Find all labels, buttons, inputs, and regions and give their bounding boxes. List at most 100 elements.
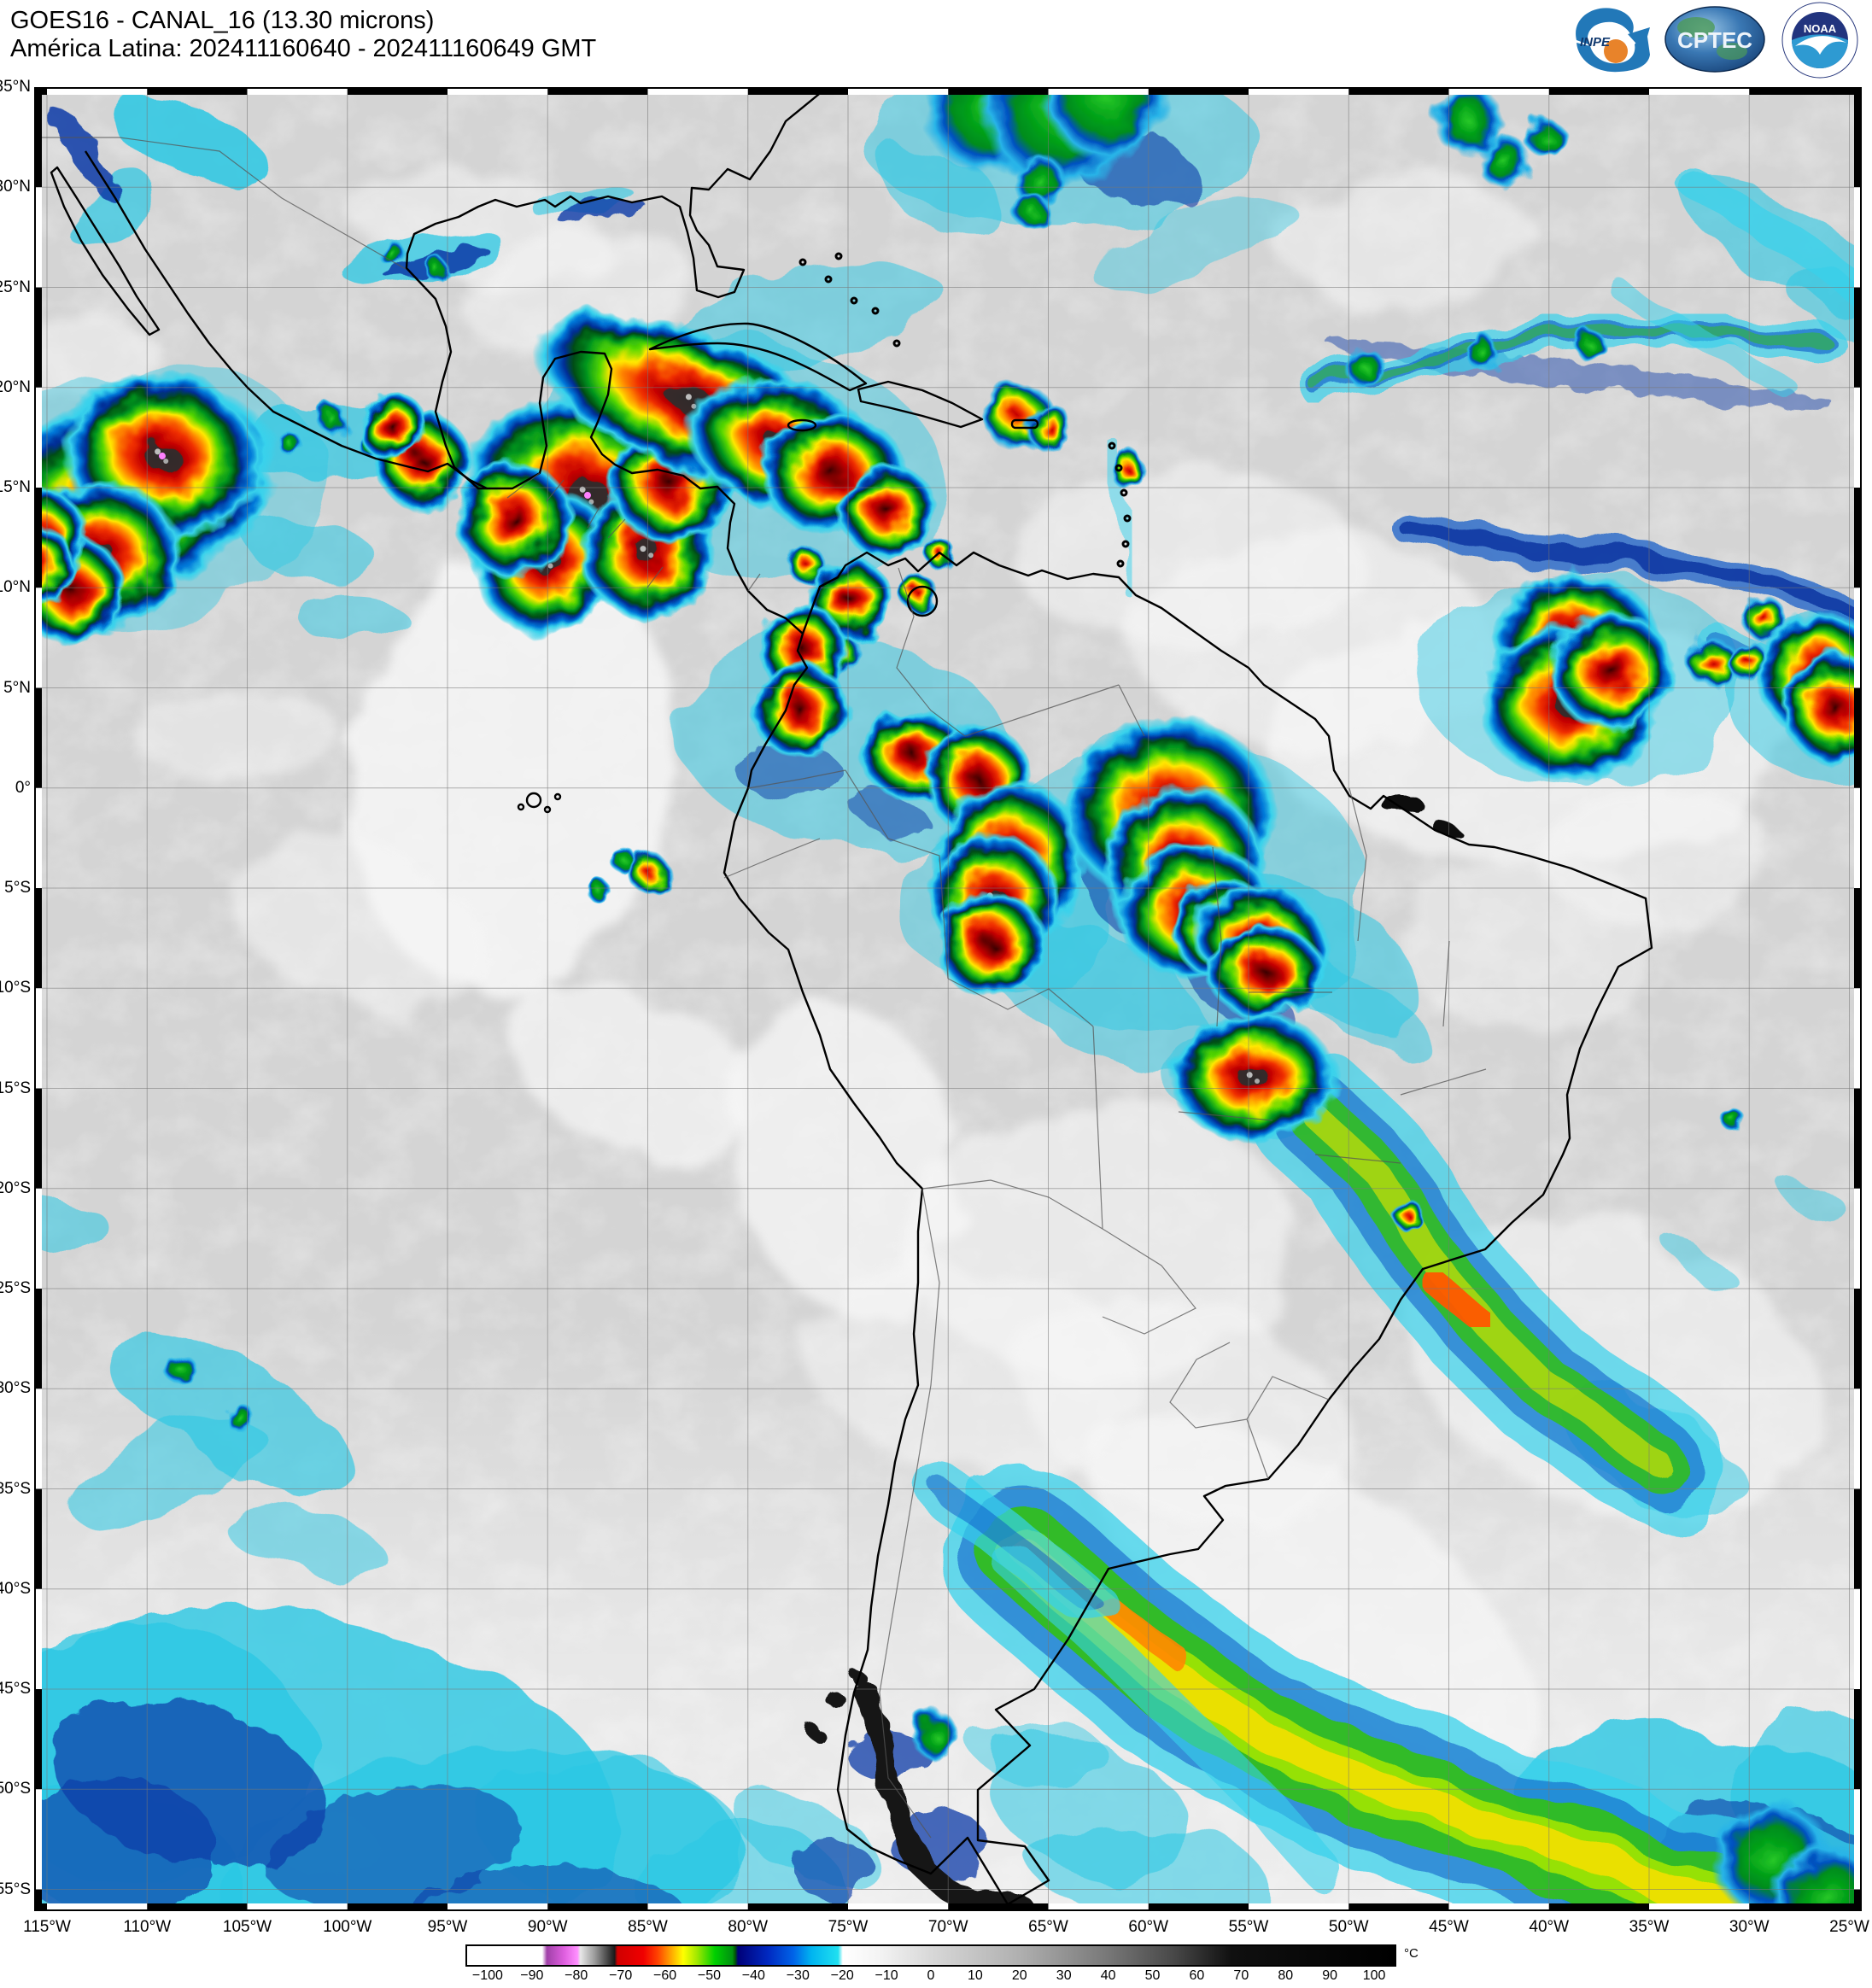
- lon-label: 45°W: [1429, 1918, 1469, 1936]
- core-speckle: [640, 546, 646, 553]
- navy-cloud: [793, 1838, 872, 1899]
- cyan-cloud: [59, 1418, 262, 1526]
- green-cell: [585, 877, 611, 903]
- storm-gradient: [1207, 923, 1325, 1020]
- lon-label: 65°W: [1028, 1918, 1068, 1936]
- lon-label: 60°W: [1128, 1918, 1169, 1936]
- cyan-cloud: [1784, 271, 1862, 351]
- storm-gradient: [357, 391, 429, 463]
- frame-tick: [347, 1903, 448, 1911]
- core-speckle: [1255, 1079, 1260, 1084]
- storm-gradient: [455, 460, 573, 578]
- lon-label: 115°W: [23, 1918, 71, 1936]
- coldest-top-speckle: [584, 492, 591, 499]
- frame-tick: [34, 1889, 42, 1911]
- white-cloud: [512, 984, 752, 1155]
- coldest-top-speckle: [159, 453, 166, 459]
- cyan-cloud: [980, 1720, 1103, 1788]
- frame-tick: [747, 1903, 848, 1911]
- frame-tick: [1854, 1088, 1862, 1189]
- lat-label: 0°: [15, 778, 31, 797]
- header: GOES16 - CANAL_16 (13.30 microns) Améric…: [10, 7, 596, 63]
- inpe-logo-text: INPE: [1580, 35, 1611, 50]
- lat-label: 15°N: [0, 478, 31, 496]
- green-cell: [1465, 336, 1501, 371]
- colorbar-tick-label: 60: [1189, 1968, 1205, 1983]
- frame-tick: [547, 1903, 648, 1911]
- navy-cloud: [847, 790, 933, 839]
- storm-cell: [357, 391, 429, 463]
- frame-tick: [34, 1689, 42, 1790]
- green-cell: [909, 1709, 958, 1758]
- green-cell: [318, 405, 348, 436]
- green-cell: [1012, 191, 1051, 231]
- green-cell: [1721, 1108, 1746, 1133]
- overshooting-top: [1238, 1067, 1269, 1089]
- colorbar-tick-label: 10: [967, 1968, 983, 1983]
- frame-tick: [1749, 87, 1850, 95]
- frame-tick: [1348, 1903, 1449, 1911]
- frame-tick: [747, 87, 848, 95]
- storm-cell: [34, 523, 77, 608]
- temperature-colorbar: [465, 1944, 1396, 1967]
- frame-tick: [1854, 87, 1862, 188]
- frame-tick: [1854, 687, 1862, 788]
- frame-tick: [948, 87, 1049, 95]
- cyan-cloud: [114, 102, 270, 188]
- core-speckle: [579, 486, 586, 493]
- frame-tick: [1148, 1903, 1249, 1911]
- frame-tick: [34, 1088, 42, 1189]
- cptec-logo: CPTEC: [1664, 6, 1765, 73]
- lat-label: 25°S: [0, 1279, 31, 1297]
- cyan-cloud: [299, 594, 405, 642]
- frame-tick: [1854, 1689, 1862, 1790]
- frame-tick: [147, 1903, 248, 1911]
- white-cloud: [727, 1003, 964, 1315]
- navy-cloud: [34, 1778, 217, 1911]
- frame-tick: [34, 287, 42, 388]
- frame-left: [34, 87, 42, 1911]
- storm-gradient: [752, 662, 850, 759]
- lat-label: 10°S: [0, 979, 31, 997]
- core-speckle: [685, 394, 692, 401]
- latlon-grid: [34, 87, 1862, 1911]
- map-frame: [34, 87, 1862, 1911]
- lat-label: 5°N: [3, 678, 31, 697]
- colorbar-tick-label: 100: [1362, 1968, 1386, 1983]
- frame-tick: [547, 87, 648, 95]
- frontal-band-layer: [914, 174, 1862, 1911]
- green-cell: [162, 1351, 196, 1385]
- frame-tick: [1548, 1903, 1649, 1911]
- green-cell: [279, 433, 305, 459]
- white-cloud: [137, 685, 342, 787]
- green-cell: [379, 241, 407, 268]
- frame-tick: [1548, 87, 1649, 95]
- colorbar-tick-label: −10: [875, 1968, 898, 1983]
- core-speckle: [163, 459, 169, 465]
- frame-tick: [34, 687, 42, 788]
- small-storm-cell: [1108, 449, 1147, 488]
- white-cloud: [1014, 469, 1364, 648]
- storm-cell-layer: [34, 309, 1862, 1231]
- cyan-cloud: [34, 1199, 104, 1247]
- white-cloud: [804, 1262, 1144, 1474]
- frame-right: [1854, 87, 1862, 1911]
- lon-label: 100°W: [323, 1918, 372, 1936]
- storm-cell: [1550, 609, 1675, 734]
- cyan-cloud: [1778, 1181, 1846, 1217]
- frame-tick: [147, 87, 248, 95]
- frontal-band: [1091, 1587, 1198, 1678]
- colorbar-tick-label: 20: [1011, 1968, 1027, 1983]
- lon-label: 35°W: [1629, 1918, 1670, 1936]
- frame-tick: [1854, 1488, 1862, 1589]
- lat-label: 55°S: [0, 1880, 31, 1898]
- white-cloud: [227, 838, 490, 1010]
- frontal-band: [1310, 325, 1833, 391]
- lat-label: 35°S: [0, 1479, 31, 1498]
- satellite-map: [34, 87, 1862, 1911]
- colorbar-ticks: −100 −90 −80 −70 −60 −50 −40 −30 −20 −10 0 10 20 30 40…: [465, 1968, 1396, 1987]
- lat-label: 20°S: [0, 1178, 31, 1197]
- storm-gradient: [839, 463, 937, 560]
- lon-label: 110°W: [123, 1918, 172, 1936]
- noaa-logo: NOAA: [1781, 2, 1858, 79]
